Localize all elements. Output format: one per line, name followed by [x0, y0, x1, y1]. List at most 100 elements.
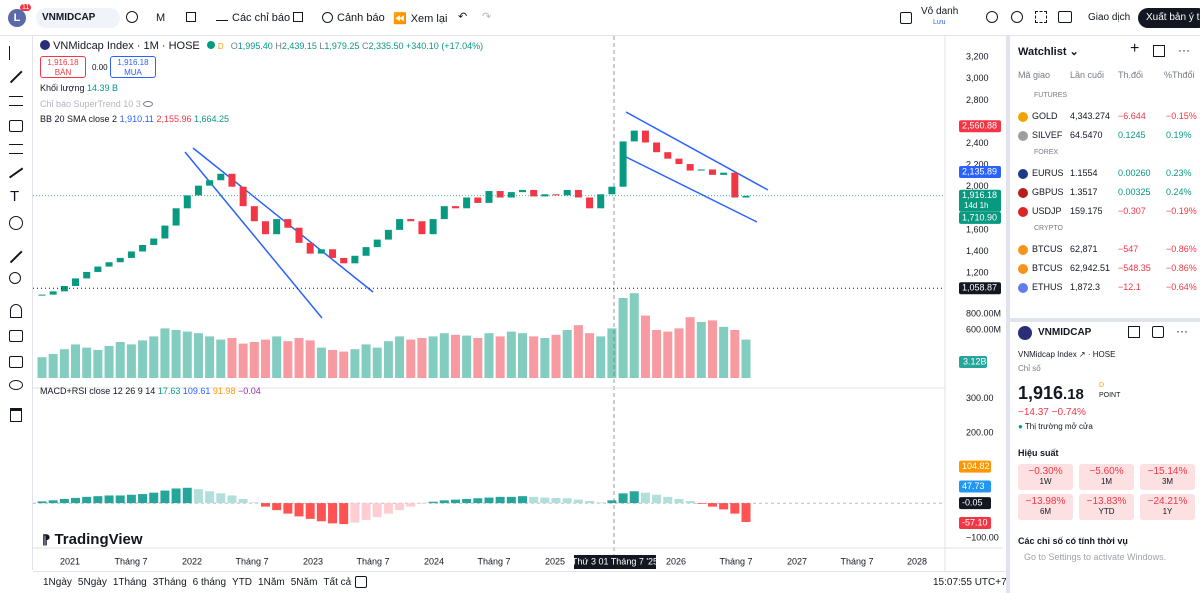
trend-line[interactable]: [621, 154, 758, 223]
macd-histogram-bar: [37, 501, 47, 504]
fullscreen-button[interactable]: [1035, 11, 1047, 23]
group-header[interactable]: FOREX: [1034, 149, 1059, 156]
tradingview-logo[interactable]: ⁋ TradingView: [42, 531, 143, 548]
templates-button[interactable]: [293, 12, 303, 22]
brush-tool[interactable]: [9, 167, 23, 178]
performance-cell[interactable]: −13.98% 6M: [1018, 494, 1073, 520]
row-symbol[interactable]: EURUS: [1032, 168, 1064, 178]
volume-bar: [473, 338, 483, 378]
range-button[interactable]: 1Ngày: [43, 577, 72, 588]
range-button[interactable]: YTD: [232, 577, 253, 588]
volume-bar: [439, 333, 449, 378]
symbol-search[interactable]: VNMIDCAP: [36, 8, 120, 28]
trendline-tool[interactable]: [9, 70, 23, 83]
quick-search[interactable]: [986, 11, 998, 23]
bb-legend: BB 20 SMA close 2 1,910.11 2,155.96 1,66…: [40, 114, 229, 124]
watchlist-menu[interactable]: ···: [1178, 43, 1190, 57]
row-symbol[interactable]: BTCUS: [1032, 244, 1063, 254]
symbol-menu[interactable]: ···: [1176, 324, 1188, 338]
pattern-tool[interactable]: [9, 120, 23, 132]
replay-button[interactable]: ⏪ Xem lại: [393, 13, 448, 25]
range-button[interactable]: Tất cả: [323, 577, 352, 588]
goto-date[interactable]: [355, 576, 367, 588]
indicators-button[interactable]: Các chỉ báo: [216, 12, 290, 24]
range-button[interactable]: 1Tháng: [112, 577, 147, 588]
trend-line[interactable]: [184, 151, 323, 319]
range-button[interactable]: 5Năm: [290, 577, 318, 588]
performance-cell[interactable]: −15.14% 3M: [1140, 464, 1195, 490]
column-header[interactable]: Th.đổi: [1118, 70, 1144, 80]
trend-line[interactable]: [192, 147, 374, 293]
row-symbol[interactable]: GOLD: [1032, 111, 1058, 121]
avatar[interactable]: L: [8, 9, 26, 27]
market-status: ● Thị trường mở cửa: [1018, 422, 1093, 431]
settings-button[interactable]: [1011, 11, 1023, 23]
volume-bar: [685, 317, 695, 378]
symbol-change: −14.37 −0.74%: [1018, 407, 1086, 418]
volume-bar: [71, 344, 81, 378]
column-header[interactable]: Lần cuối: [1070, 70, 1105, 80]
undo-button[interactable]: ↶: [458, 11, 468, 23]
performance-cell[interactable]: −0.30% 1W: [1018, 464, 1073, 490]
layout-checkbox[interactable]: [900, 12, 912, 24]
group-header[interactable]: FUTURES: [1034, 92, 1068, 99]
macd-histogram-bar: [473, 498, 483, 504]
trade-button[interactable]: Giao dịch: [1088, 12, 1131, 23]
lock-all[interactable]: [9, 356, 23, 368]
volume-bar: [227, 338, 237, 378]
performance-cell[interactable]: −24.21% 1Y: [1140, 494, 1195, 520]
row-change: −6.644: [1118, 111, 1146, 121]
row-last: 64.5470: [1070, 130, 1103, 140]
range-button[interactable]: 3Tháng: [152, 577, 187, 588]
y-tick-label: 3,200: [966, 52, 989, 62]
x-tick-label: 2028: [907, 556, 927, 566]
crosshair-tool[interactable]: [9, 46, 23, 60]
price-tag-label: 2,135.89: [962, 166, 997, 176]
alerts-button[interactable]: Cảnh báo: [322, 12, 385, 24]
macd-tag-label: 47.73: [962, 481, 985, 491]
buy-button[interactable]: 1,916.18 MUA: [110, 56, 156, 78]
trend-line[interactable]: [625, 111, 769, 191]
range-button[interactable]: 6 tháng: [192, 577, 227, 588]
fib-tool[interactable]: [9, 96, 23, 106]
zoom-tool[interactable]: [9, 272, 21, 284]
symbol-note[interactable]: [1152, 326, 1164, 338]
row-symbol[interactable]: ETHUS: [1032, 282, 1063, 292]
sell-button[interactable]: 1,916.18 BÁN: [40, 56, 86, 78]
range-button[interactable]: 5Ngày: [77, 577, 107, 588]
icon-tool[interactable]: [9, 216, 23, 230]
text-tool[interactable]: T: [10, 188, 20, 205]
watchlist-title[interactable]: Watchlist ⌄: [1018, 46, 1079, 58]
row-symbol[interactable]: GBPUS: [1032, 187, 1064, 197]
publish-button[interactable]: Xuất bản ý tư: [1138, 8, 1200, 28]
indicator-name: MACD+RSI close 12 26 9 14: [40, 386, 156, 396]
chart-type-button[interactable]: [186, 12, 196, 22]
symbol-layout[interactable]: [1128, 326, 1140, 338]
lock-drawings[interactable]: [9, 330, 23, 342]
row-last: 62,942.51: [1070, 263, 1111, 273]
candle: [139, 244, 147, 252]
range-button[interactable]: 1Năm: [258, 577, 285, 588]
measure-tool[interactable]: [9, 250, 23, 263]
compare-button[interactable]: [126, 11, 138, 23]
row-symbol[interactable]: USDJP: [1032, 206, 1062, 216]
group-header[interactable]: CRYPTO: [1034, 225, 1063, 232]
column-header[interactable]: Mã giao: [1018, 70, 1051, 80]
forecast-tool[interactable]: [9, 144, 23, 154]
remove-drawings[interactable]: [10, 408, 22, 422]
save-label[interactable]: Lưu: [933, 19, 946, 26]
row-symbol[interactable]: SILVEF: [1032, 130, 1063, 140]
snapshot-button[interactable]: [1058, 11, 1072, 23]
hide-drawings[interactable]: [9, 380, 23, 390]
performance-value: −5.60%: [1089, 466, 1124, 477]
magnet-tool[interactable]: [10, 304, 22, 318]
interval-button[interactable]: M: [156, 12, 166, 24]
add-symbol[interactable]: +: [1130, 40, 1140, 57]
redo-button[interactable]: ↷: [482, 11, 492, 23]
layout-name[interactable]: Vô danh: [921, 6, 959, 17]
column-header[interactable]: %Thđổi: [1164, 70, 1195, 80]
watchlist-layout[interactable]: [1153, 45, 1165, 57]
row-symbol[interactable]: BTCUS: [1032, 263, 1063, 273]
performance-cell[interactable]: −13.83% YTD: [1079, 494, 1134, 520]
performance-cell[interactable]: −5.60% 1M: [1079, 464, 1134, 490]
